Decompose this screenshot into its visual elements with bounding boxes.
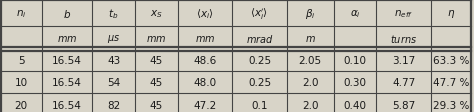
Text: 2.05: 2.05 [299,55,322,65]
Text: 43: 43 [107,55,120,65]
Text: $n_i$: $n_i$ [16,8,27,20]
Text: $\mu s$: $\mu s$ [107,32,120,44]
Text: 0.1: 0.1 [251,100,268,110]
Text: $m$: $m$ [305,33,316,43]
Text: $mm$: $mm$ [57,33,77,43]
Text: 0.40: 0.40 [344,100,366,110]
Text: 5: 5 [18,55,25,65]
Text: 45: 45 [150,55,163,65]
Text: 48.0: 48.0 [193,78,217,87]
Text: 82: 82 [107,100,120,110]
Text: 0.25: 0.25 [248,78,271,87]
Text: 48.6: 48.6 [193,55,217,65]
Text: 3.17: 3.17 [392,55,415,65]
Text: 2.0: 2.0 [302,100,319,110]
Text: $\eta$: $\eta$ [447,8,455,20]
Text: $\langle x_i \rangle$: $\langle x_i \rangle$ [196,7,214,21]
Text: 0.10: 0.10 [344,55,366,65]
Text: 54: 54 [107,78,120,87]
Text: $x_S$: $x_S$ [150,8,163,20]
Text: 20: 20 [15,100,28,110]
Text: $mrad$: $mrad$ [246,32,273,44]
Text: 10: 10 [15,78,28,87]
Text: 5.87: 5.87 [392,100,415,110]
Text: 45: 45 [150,78,163,87]
Text: 16.54: 16.54 [52,78,82,87]
Text: 0.25: 0.25 [248,55,271,65]
Text: 0.30: 0.30 [344,78,366,87]
Text: 63.3 %: 63.3 % [433,55,469,65]
Text: $mm$: $mm$ [146,33,167,43]
Text: 29.3 %: 29.3 % [433,100,469,110]
Text: 47.7 %: 47.7 % [433,78,469,87]
Text: $\langle x_i^{\prime} \rangle$: $\langle x_i^{\prime} \rangle$ [250,6,268,22]
Text: $t_b$: $t_b$ [109,7,119,21]
Text: 4.77: 4.77 [392,78,415,87]
Text: $n_{eff}$: $n_{eff}$ [394,8,413,20]
Text: $turns$: $turns$ [390,32,417,44]
Text: $mm$: $mm$ [195,33,215,43]
Text: 45: 45 [150,100,163,110]
Text: $\alpha_i$: $\alpha_i$ [349,8,360,20]
Text: 2.0: 2.0 [302,78,319,87]
Text: $b$: $b$ [63,8,71,20]
Text: 47.2: 47.2 [193,100,217,110]
Text: 16.54: 16.54 [52,100,82,110]
Text: 16.54: 16.54 [52,55,82,65]
Text: $\beta_i$: $\beta_i$ [305,7,315,21]
